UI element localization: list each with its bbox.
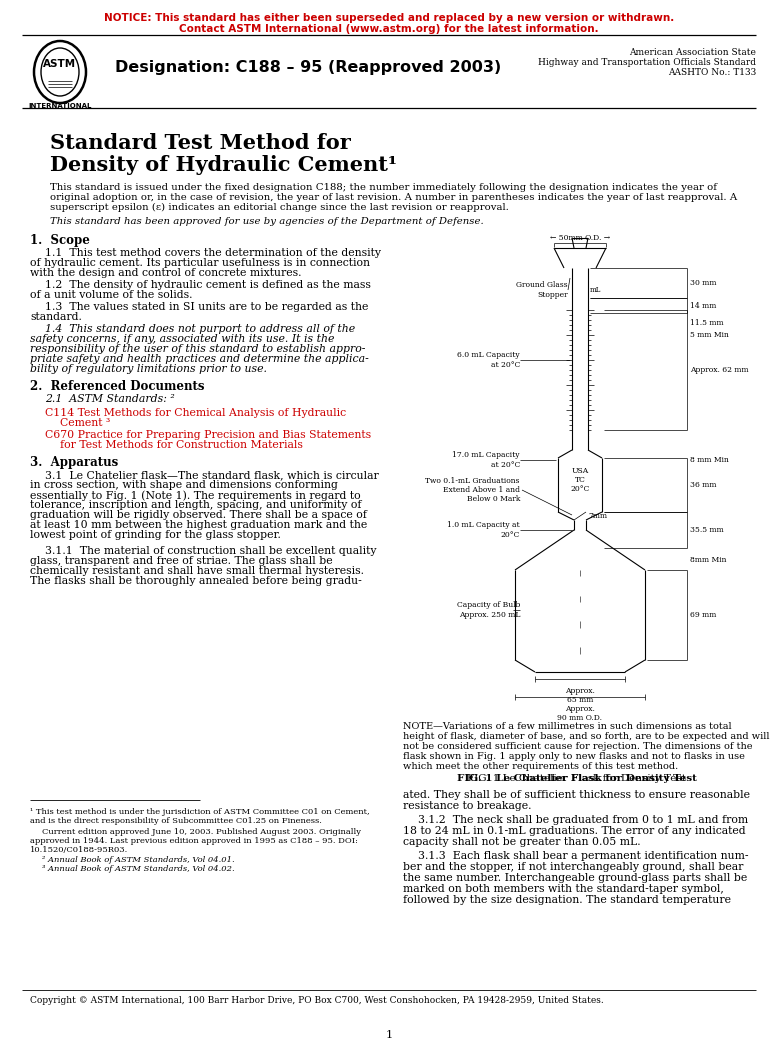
Text: height of flask, diameter of base, and so forth, are to be expected and will: height of flask, diameter of base, and s… — [403, 732, 769, 741]
Text: 8mm Min: 8mm Min — [690, 556, 727, 564]
Text: 3.1.3  Each flask shall bear a permanent identification num-: 3.1.3 Each flask shall bear a permanent … — [418, 850, 748, 861]
Text: Contact ASTM International (www.astm.org) for the latest information.: Contact ASTM International (www.astm.org… — [179, 24, 599, 34]
Text: C114 Test Methods for Chemical Analysis of Hydraulic: C114 Test Methods for Chemical Analysis … — [45, 408, 346, 418]
Text: responsibility of the user of this standard to establish appro-: responsibility of the user of this stand… — [30, 344, 366, 354]
Text: graduation will be rigidly observed. There shall be a space of: graduation will be rigidly observed. The… — [30, 510, 367, 520]
Text: This standard has been approved for use by agencies of the Department of Defense: This standard has been approved for use … — [50, 217, 484, 226]
Text: 3.1.1  The material of construction shall be excellent quality: 3.1.1 The material of construction shall… — [45, 545, 377, 556]
Text: 17.0 mL Capacity
at 20°C: 17.0 mL Capacity at 20°C — [453, 452, 520, 468]
Text: the same number. Interchangeable ground-glass parts shall be: the same number. Interchangeable ground-… — [403, 873, 747, 883]
Text: ← 50mm O.D. →: ← 50mm O.D. → — [550, 234, 610, 242]
Text: bility of regulatory limitations prior to use.: bility of regulatory limitations prior t… — [30, 364, 267, 374]
Text: ¹ This test method is under the jurisdiction of ASTM Committee C01 on Cement,: ¹ This test method is under the jurisdic… — [30, 808, 370, 816]
Text: lowest point of grinding for the glass stopper.: lowest point of grinding for the glass s… — [30, 530, 281, 540]
Text: 30 mm: 30 mm — [690, 279, 717, 287]
Text: Cement ³: Cement ³ — [60, 418, 110, 428]
Text: 7mm: 7mm — [588, 512, 607, 520]
Text: 1.0 mL Capacity at
20°C: 1.0 mL Capacity at 20°C — [447, 522, 520, 538]
Text: with the design and control of concrete mixtures.: with the design and control of concrete … — [30, 268, 302, 278]
Text: Current edition approved June 10, 2003. Published August 2003. Originally: Current edition approved June 10, 2003. … — [42, 828, 361, 836]
Text: chemically resistant and shall have small thermal hysteresis.: chemically resistant and shall have smal… — [30, 566, 364, 576]
Text: 1: 1 — [385, 1030, 393, 1040]
Text: Density of Hydraulic Cement¹: Density of Hydraulic Cement¹ — [50, 155, 397, 175]
Text: 2.  Referenced Documents: 2. Referenced Documents — [30, 380, 205, 393]
Text: Highway and Transportation Officials Standard: Highway and Transportation Officials Sta… — [538, 58, 756, 67]
Text: safety concerns, if any, associated with its use. It is the: safety concerns, if any, associated with… — [30, 334, 335, 344]
Text: approved in 1944. Last previous edition approved in 1995 as C188 – 95. DOI:: approved in 1944. Last previous edition … — [30, 837, 358, 845]
Text: FIG. 1 Le Chatelier Flask for Density Test: FIG. 1 Le Chatelier Flask for Density Te… — [468, 775, 686, 783]
Text: 3.1.2  The neck shall be graduated from 0 to 1 mL and from: 3.1.2 The neck shall be graduated from 0… — [418, 815, 748, 826]
Text: ³ Annual Book of ASTM Standards, Vol 04.02.: ³ Annual Book of ASTM Standards, Vol 04.… — [42, 865, 235, 873]
Text: mL: mL — [590, 286, 601, 294]
Text: Ground Glass
Stopper: Ground Glass Stopper — [517, 281, 568, 299]
Text: 1.1  This test method covers the determination of the density: 1.1 This test method covers the determin… — [45, 248, 381, 258]
Text: Copyright © ASTM International, 100 Barr Harbor Drive, PO Box C700, West Conshoh: Copyright © ASTM International, 100 Barr… — [30, 996, 604, 1005]
Text: at least 10 mm between the highest graduation mark and the: at least 10 mm between the highest gradu… — [30, 520, 367, 530]
Text: 5 mm Min: 5 mm Min — [690, 331, 729, 339]
Text: This standard is issued under the fixed designation C188; the number immediately: This standard is issued under the fixed … — [50, 183, 717, 192]
Text: original adoption or, in the case of revision, the year of last revision. A numb: original adoption or, in the case of rev… — [50, 193, 738, 202]
Text: standard.: standard. — [30, 312, 82, 322]
Text: 2.1  ASTM Standards: ²: 2.1 ASTM Standards: ² — [45, 393, 175, 404]
Text: flask shown in Fig. 1 apply only to new flasks and not to flasks in use: flask shown in Fig. 1 apply only to new … — [403, 752, 745, 761]
Text: not be considered sufficient cause for rejection. The dimensions of the: not be considered sufficient cause for r… — [403, 742, 752, 751]
Text: followed by the size designation. The standard temperature: followed by the size designation. The st… — [403, 895, 731, 905]
Text: C670 Practice for Preparing Precision and Bias Statements: C670 Practice for Preparing Precision an… — [45, 430, 371, 440]
Text: 1.4  This standard does not purport to address all of the: 1.4 This standard does not purport to ad… — [45, 324, 355, 334]
Text: glass, transparent and free of striae. The glass shall be: glass, transparent and free of striae. T… — [30, 556, 333, 566]
Text: American Association State: American Association State — [629, 48, 756, 57]
Text: superscript epsilon (ε) indicates an editorial change since the last revision or: superscript epsilon (ε) indicates an edi… — [50, 203, 509, 212]
Text: USA
TC
20°C: USA TC 20°C — [570, 466, 590, 493]
Text: 35.5 mm: 35.5 mm — [690, 526, 724, 534]
Text: Capacity of Bulb
Approx. 250 mL: Capacity of Bulb Approx. 250 mL — [457, 602, 520, 618]
Text: Designation: C188 – 95 (Reapproved 2003): Designation: C188 – 95 (Reapproved 2003) — [115, 60, 501, 75]
Text: of a unit volume of the solids.: of a unit volume of the solids. — [30, 290, 192, 300]
Text: in cross section, with shape and dimensions conforming: in cross section, with shape and dimensi… — [30, 480, 338, 490]
Text: for Test Methods for Construction Materials: for Test Methods for Construction Materi… — [60, 440, 303, 450]
Text: 1.2  The density of hydraulic cement is defined as the mass: 1.2 The density of hydraulic cement is d… — [45, 280, 371, 290]
Text: priate safety and health practices and determine the applica-: priate safety and health practices and d… — [30, 354, 369, 364]
Text: Approx.
90 mm O.D.: Approx. 90 mm O.D. — [558, 705, 602, 722]
Text: Standard Test Method for: Standard Test Method for — [50, 133, 351, 153]
Text: 1.3  The values stated in SI units are to be regarded as the: 1.3 The values stated in SI units are to… — [45, 302, 368, 312]
Text: 6.0 mL Capacity
at 20°C: 6.0 mL Capacity at 20°C — [457, 352, 520, 369]
Text: ber and the stopper, if not interchangeably ground, shall bear: ber and the stopper, if not interchangea… — [403, 862, 743, 872]
Text: 3.  Apparatus: 3. Apparatus — [30, 456, 118, 469]
Text: The flasks shall be thoroughly annealed before being gradu-: The flasks shall be thoroughly annealed … — [30, 576, 362, 586]
Text: capacity shall not be greater than 0.05 mL.: capacity shall not be greater than 0.05 … — [403, 837, 640, 847]
Text: ASTM: ASTM — [44, 59, 76, 69]
Text: tolerance, inscription and length, spacing, and uniformity of: tolerance, inscription and length, spaci… — [30, 500, 362, 510]
Text: ated. They shall be of sufficient thickness to ensure reasonable: ated. They shall be of sufficient thickn… — [403, 790, 750, 799]
Text: 36 mm: 36 mm — [690, 481, 717, 489]
Text: NOTICE: This standard has either been superseded and replaced by a new version o: NOTICE: This standard has either been su… — [104, 12, 674, 23]
Text: essentially to Fig. 1 (Note 1). The requirements in regard to: essentially to Fig. 1 (Note 1). The requ… — [30, 490, 361, 501]
Text: 8 mm Min: 8 mm Min — [690, 456, 729, 464]
Text: Two 0.1-mL Graduations
Extend Above 1 and
Below 0 Mark: Two 0.1-mL Graduations Extend Above 1 an… — [426, 477, 520, 503]
Text: 3.1  Le Chatelier flask—The standard flask, which is circular: 3.1 Le Chatelier flask—The standard flas… — [45, 469, 379, 480]
Text: NOTE—Variations of a few millimetres in such dimensions as total: NOTE—Variations of a few millimetres in … — [403, 722, 731, 731]
Text: AASHTO No.: T133: AASHTO No.: T133 — [668, 68, 756, 77]
Text: which meet the other requirements of this test method.: which meet the other requirements of thi… — [403, 762, 678, 771]
Text: 1.  Scope: 1. Scope — [30, 234, 90, 247]
Text: FIG. 1 Le Chatelier Flask for Density Test: FIG. 1 Le Chatelier Flask for Density Te… — [457, 775, 697, 783]
Text: 69 mm: 69 mm — [690, 611, 717, 619]
Text: Approx. 62 mm: Approx. 62 mm — [690, 366, 748, 374]
Text: 14 mm: 14 mm — [690, 302, 717, 309]
Text: 11.5 mm: 11.5 mm — [690, 319, 724, 327]
Text: of hydraulic cement. Its particular usefulness is in connection: of hydraulic cement. Its particular usef… — [30, 258, 370, 268]
Text: INTERNATIONAL: INTERNATIONAL — [28, 103, 92, 109]
Text: 18 to 24 mL in 0.1-mL graduations. The error of any indicated: 18 to 24 mL in 0.1-mL graduations. The e… — [403, 826, 745, 836]
Text: ² Annual Book of ASTM Standards, Vol 04.01.: ² Annual Book of ASTM Standards, Vol 04.… — [42, 856, 235, 864]
Text: resistance to breakage.: resistance to breakage. — [403, 801, 531, 811]
Text: marked on both members with the standard-taper symbol,: marked on both members with the standard… — [403, 884, 724, 894]
Text: 10.1520/C0188-95R03.: 10.1520/C0188-95R03. — [30, 846, 128, 854]
Text: and is the direct responsibility of Subcommittee C01.25 on Fineness.: and is the direct responsibility of Subc… — [30, 817, 322, 826]
Text: Approx.
65 mm: Approx. 65 mm — [565, 687, 595, 704]
